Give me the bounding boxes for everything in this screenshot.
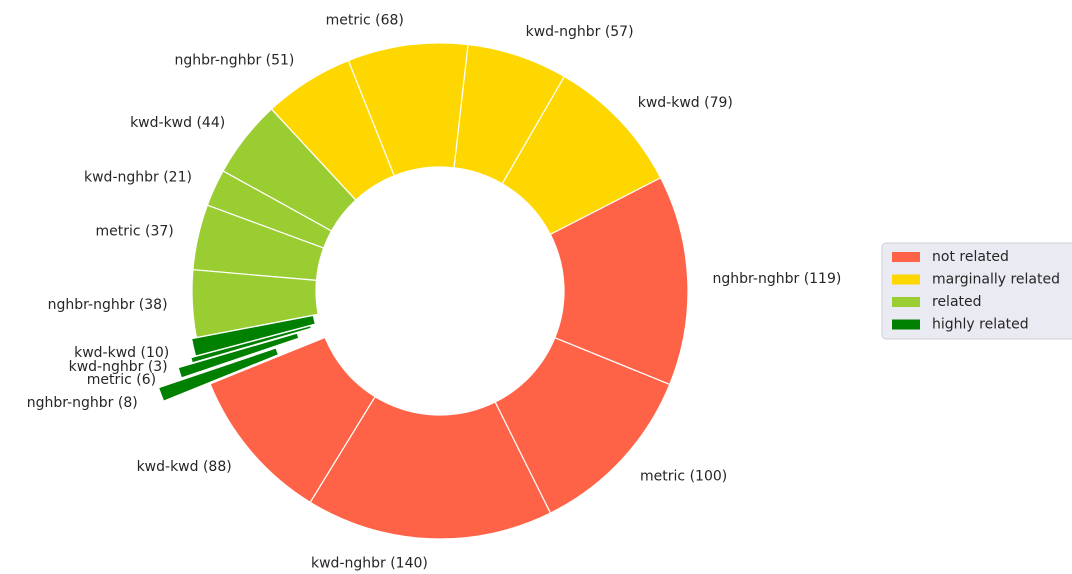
slice-label: nghbr-nghbr (51) [175,52,295,68]
legend-swatch [892,274,920,285]
legend-swatch [892,297,920,307]
pie-slice [309,395,552,540]
legend-swatch [892,319,920,330]
pie-slice [177,332,300,379]
slice-label: nghbr-nghbr (38) [48,297,168,313]
slice-label: metric (100) [640,468,727,484]
pie-slice [549,176,689,386]
legend: not related marginally related related high… [881,242,1072,340]
slice-label: kwd-nghbr (21) [84,169,192,185]
slice-label: kwd-nghbr (57) [526,24,634,40]
slice-label: kwd-kwd (44) [130,115,225,131]
pie-slice [190,324,313,364]
slice-label: metric (37) [95,224,173,240]
legend-label: highly related [932,317,1029,333]
slice-label: metric (68) [326,13,404,29]
pie-slice [157,347,280,402]
slice-label: kwd-kwd (79) [638,95,733,111]
slice-label: nghbr-nghbr (119) [713,271,842,287]
slice-label: kwd-nghbr (140) [311,556,428,572]
slice-label: metric (6) [87,372,156,388]
slice-label: kwd-nghbr (3) [69,359,168,375]
legend-swatch [892,252,920,262]
legend-box [881,242,1072,340]
legend-label: related [932,294,982,310]
slice-label: kwd-kwd (88) [137,459,232,475]
slice-label: nghbr-nghbr (8) [27,395,138,411]
pie-slice [190,314,317,357]
legend-label: marginally related [932,272,1060,288]
slice-label: kwd-kwd (10) [74,345,169,361]
legend-label: not related [932,249,1009,265]
